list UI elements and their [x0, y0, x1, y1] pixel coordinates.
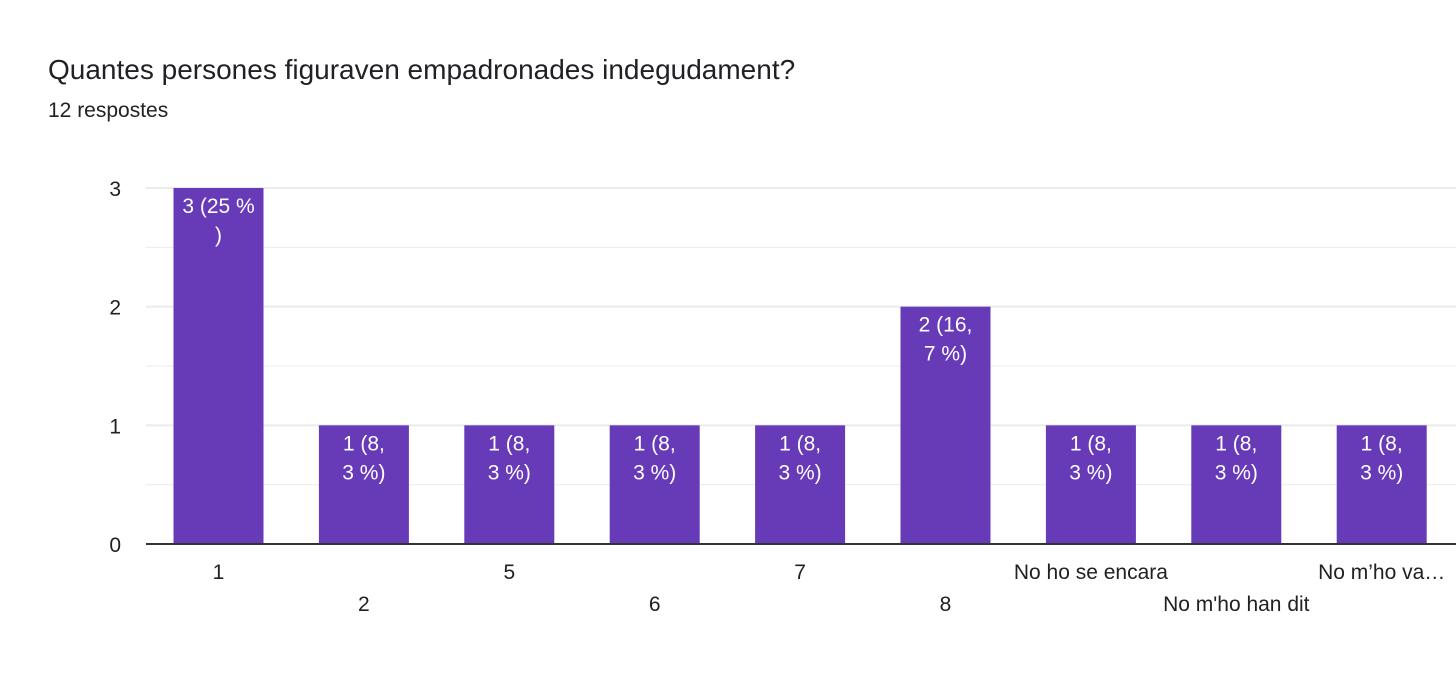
- bar-data-label: 1 (8, 3 %): [633, 432, 676, 484]
- bar-data-label: 1 (8, 3 %): [1215, 432, 1258, 484]
- bar: [1336, 425, 1427, 544]
- bar: [755, 425, 846, 544]
- x-tick-label: No ho se encara: [1014, 561, 1168, 584]
- bar: [318, 425, 409, 544]
- x-tick-label: No m’ho va…: [1318, 561, 1445, 584]
- bar: [1191, 425, 1282, 544]
- x-tick-label: 1: [213, 561, 225, 584]
- bar: [1045, 425, 1136, 544]
- y-tick-label: 2: [109, 297, 121, 320]
- bar: [173, 188, 264, 544]
- bar: [900, 306, 991, 544]
- bar-data-label: 1 (8, 3 %): [488, 432, 531, 484]
- bar-data-label: 3 (25 %): [182, 195, 254, 247]
- bar-data-label: 1 (8, 3 %): [779, 432, 822, 484]
- x-tick-label: No m'ho han dit: [1163, 593, 1310, 616]
- y-tick-label: 1: [109, 415, 121, 438]
- bar-data-label: 1 (8, 3 %): [1069, 432, 1112, 484]
- bar-data-label: 1 (8, 3 %): [342, 432, 385, 484]
- x-tick-label: 2: [358, 593, 370, 616]
- x-tick-label: 7: [794, 561, 806, 584]
- bar-data-label: 2 (16, 7 %): [919, 314, 973, 366]
- x-tick-label: 8: [940, 593, 952, 616]
- chart-title: Quantes persones figuraven empadronades …: [48, 54, 796, 85]
- x-tick-label: 6: [649, 593, 661, 616]
- y-tick-label: 0: [109, 534, 121, 557]
- bar: [464, 425, 555, 544]
- response-count: 12 respostes: [48, 99, 169, 122]
- bar: [609, 425, 700, 544]
- x-tick-label: 5: [503, 561, 515, 584]
- bar-data-label: 1 (8, 3 %): [1360, 432, 1403, 484]
- y-tick-label: 3: [109, 178, 121, 201]
